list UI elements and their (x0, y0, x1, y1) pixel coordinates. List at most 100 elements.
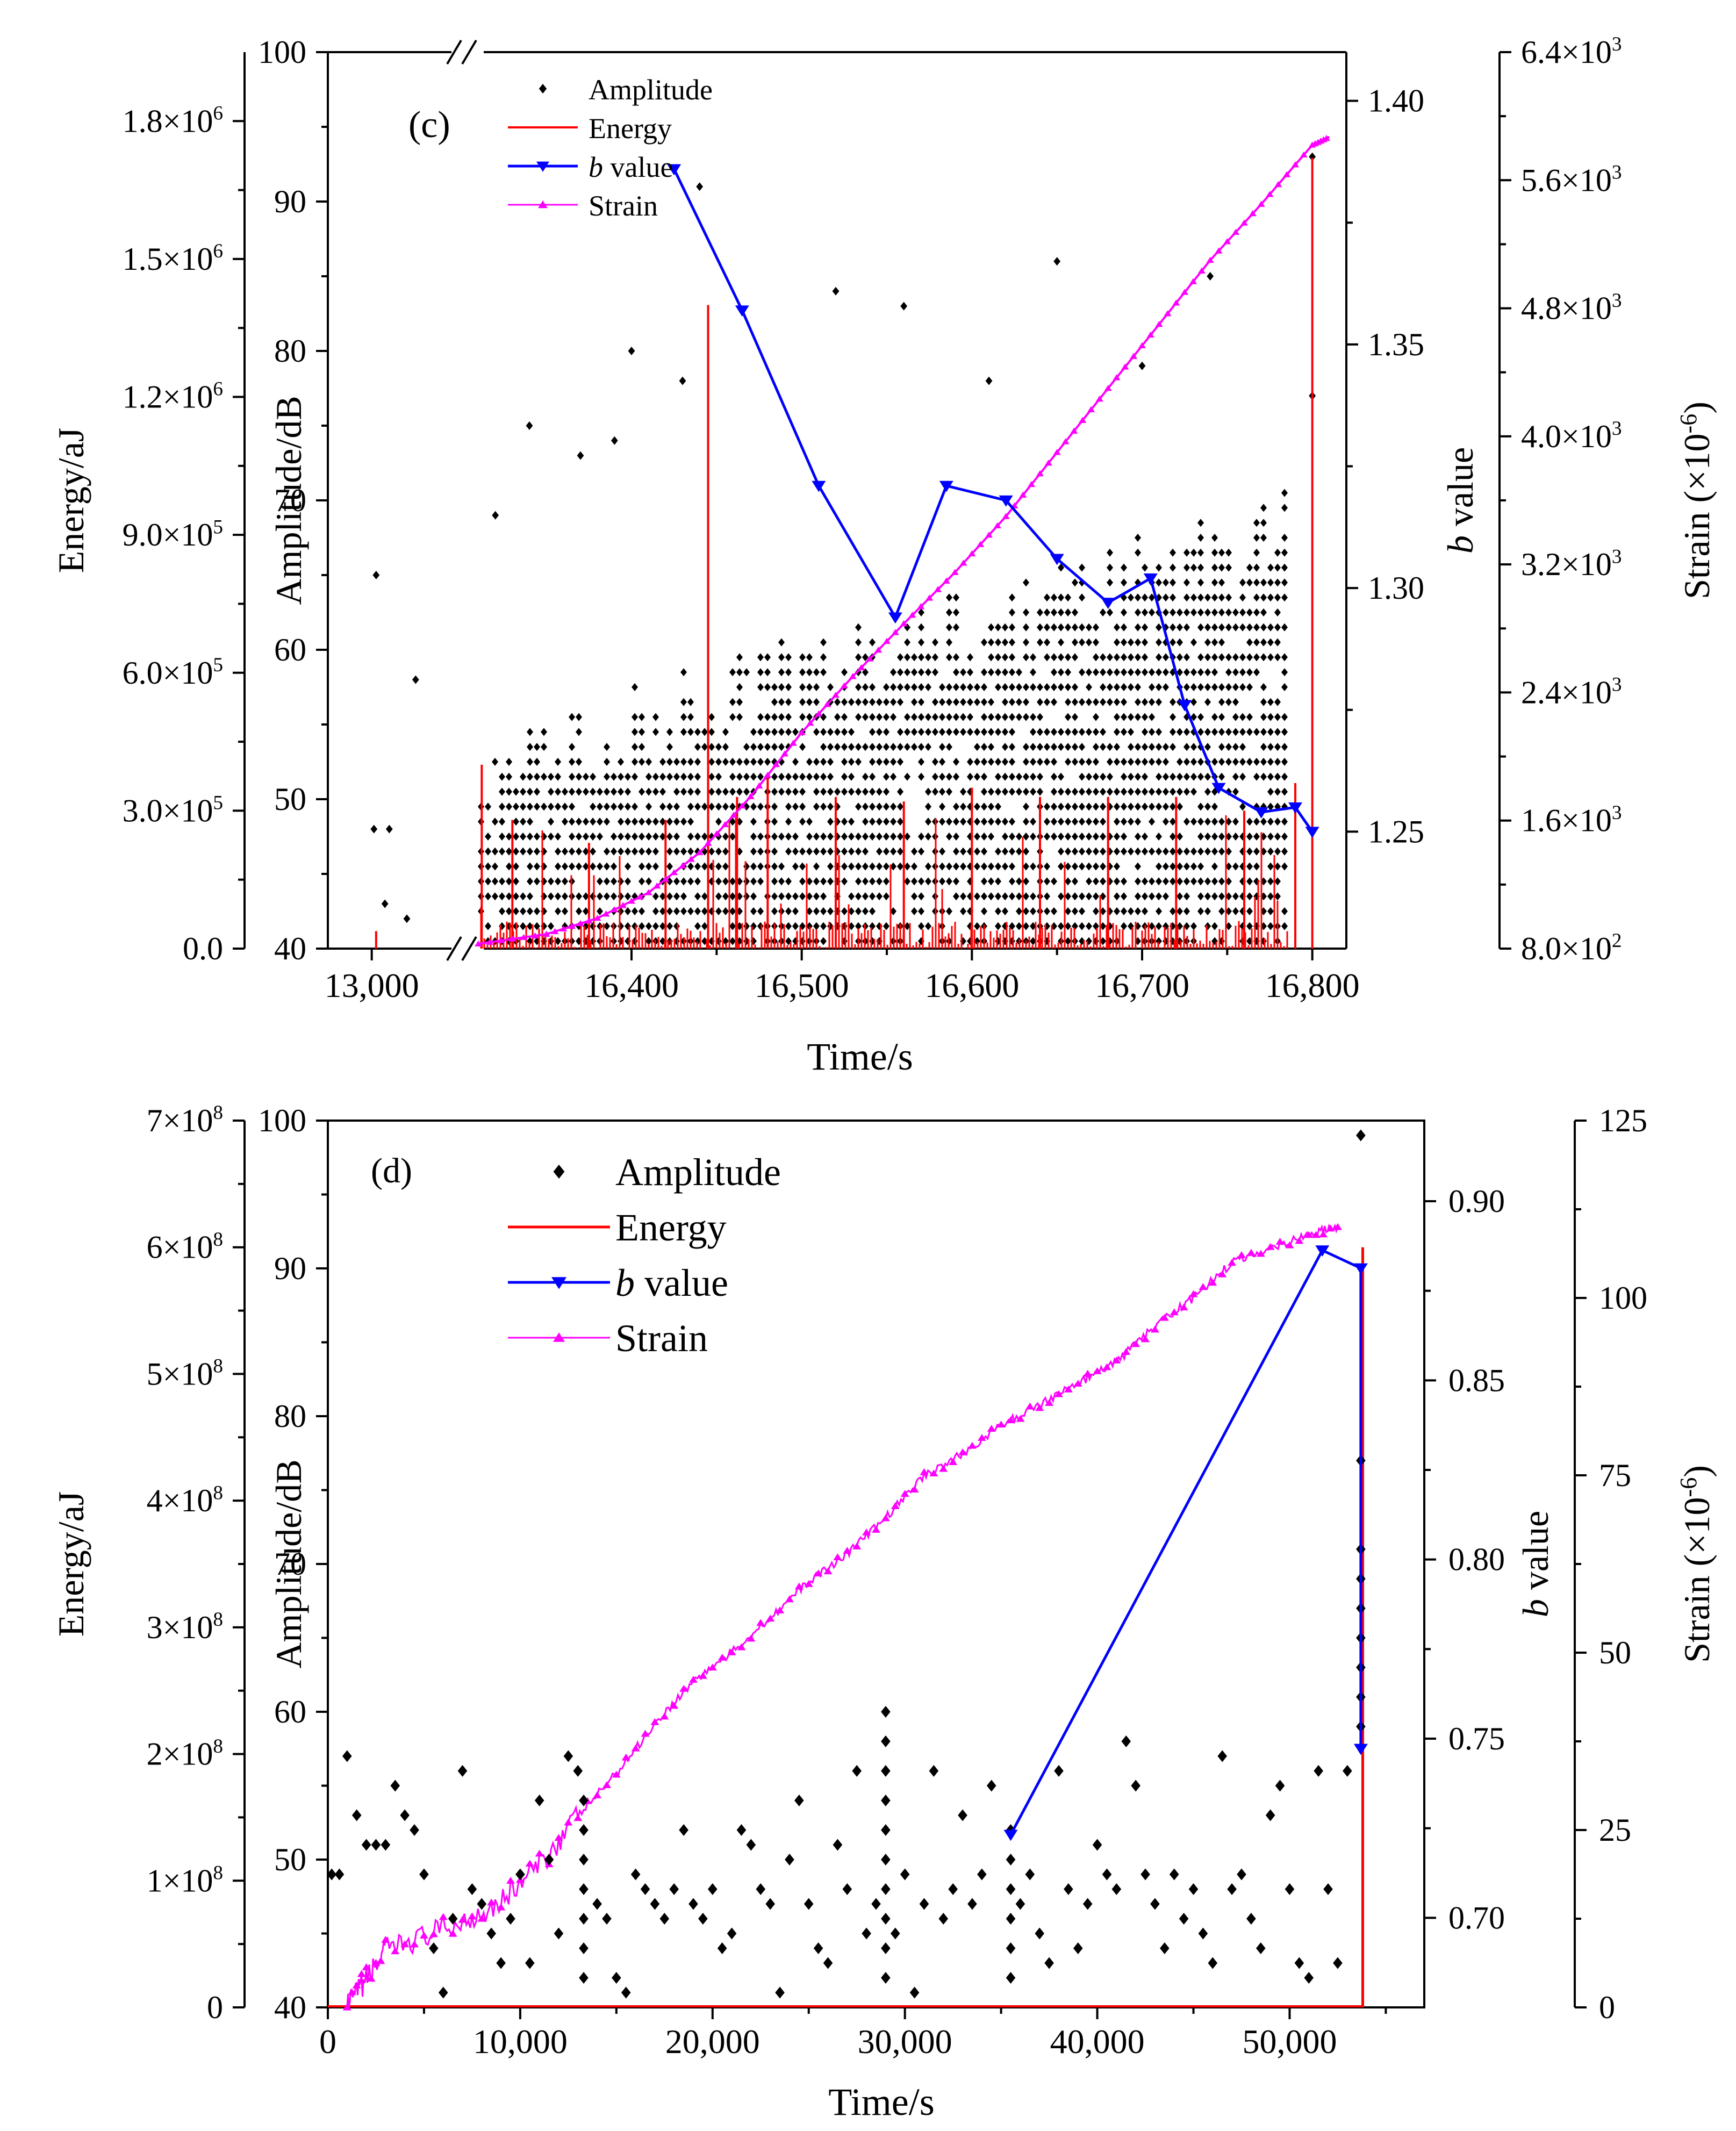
amplitude-point (862, 892, 869, 901)
amplitude-point (492, 892, 498, 901)
amplitude-point (1051, 833, 1057, 841)
amplitude-point (1051, 728, 1057, 736)
strain-marker (602, 910, 610, 917)
amplitude-point (1183, 743, 1190, 751)
amplitude-point (618, 847, 624, 856)
strain-marker (704, 840, 712, 846)
strain-marker (367, 1975, 376, 1982)
amplitude-point (499, 892, 505, 901)
amplitude-point (1211, 578, 1218, 587)
amplitude-point (1197, 534, 1204, 542)
amplitude-point (1274, 833, 1281, 841)
amplitude-point (632, 683, 638, 691)
amplitude-point (953, 817, 959, 826)
amplitude-point (412, 675, 419, 684)
amplitude-point (932, 653, 938, 662)
amplitude-point (1218, 877, 1225, 886)
amplitude-point (1239, 653, 1246, 662)
amplitude-point (1218, 847, 1225, 856)
bvalue-marker (1050, 554, 1064, 565)
amplitude-point (960, 787, 966, 796)
amplitude-point (527, 937, 533, 945)
amplitude-point (1197, 802, 1204, 811)
amplitude-point (1281, 683, 1288, 691)
amplitude-point (1246, 713, 1253, 721)
amplitude-point (1246, 668, 1253, 677)
amplitude-point (869, 892, 876, 901)
amplitude-point (799, 653, 806, 662)
amplitude-point (1114, 907, 1120, 915)
amplitude-point (1281, 668, 1288, 677)
amplitude-point (562, 862, 568, 871)
amplitude-point (1281, 922, 1288, 930)
amplitude-point (918, 683, 924, 691)
amplitude-point (869, 772, 876, 781)
amplitude-point (771, 772, 778, 781)
amplitude-point (1260, 623, 1267, 632)
amplitude-point (1111, 1883, 1122, 1895)
amplitude-point (680, 817, 687, 826)
strain-marker (497, 937, 505, 944)
amplitude-point (1072, 847, 1078, 856)
amplitude-point (1304, 1972, 1314, 1984)
amplitude-point (881, 1706, 891, 1718)
amplitude-point (890, 758, 896, 766)
amplitude-point (1267, 743, 1274, 751)
amplitude-point (729, 877, 736, 886)
amplitude-point (1002, 862, 1008, 871)
amplitude-point (632, 713, 638, 721)
amplitude-point (1142, 653, 1148, 662)
amplitude-point (527, 743, 533, 751)
amplitude-point (604, 817, 610, 826)
amplitude-point (590, 802, 596, 811)
amplitude-point (694, 833, 701, 841)
amplitude-point (1072, 833, 1078, 841)
amplitude-point (1274, 653, 1281, 662)
amplitude-point (576, 847, 582, 856)
amplitude-point (1211, 817, 1218, 826)
amplitude-point (722, 877, 729, 886)
amplitude-point (1138, 361, 1146, 370)
amplitude-point (1225, 623, 1232, 632)
energy-tick-label: 7×108 (147, 1102, 223, 1138)
strain-marker (908, 612, 916, 618)
amplitude-point (1170, 817, 1176, 826)
amplitude-point (680, 728, 687, 736)
amplitude-point (485, 877, 491, 886)
amplitude-point (579, 1795, 589, 1806)
amplitude-point (1246, 578, 1253, 587)
amplitude-point (785, 907, 792, 915)
amplitude-point (1170, 862, 1176, 871)
amplitude-point (1128, 817, 1134, 826)
amplitude-point (785, 802, 792, 811)
amplitude-point (1030, 922, 1036, 930)
amplitude-point (820, 743, 827, 751)
bvalue-marker (939, 480, 953, 492)
strain-marker (531, 932, 539, 939)
amplitude-point (611, 847, 617, 856)
amplitude-point (1030, 892, 1036, 901)
amplitude-point (342, 1750, 352, 1762)
amplitude-point (946, 593, 952, 602)
amplitude-point (1023, 683, 1029, 691)
amplitude-point (1100, 683, 1106, 691)
bvalue-marker (888, 612, 902, 624)
amplitude-point (1356, 1129, 1366, 1142)
amplitude-point (1253, 758, 1260, 766)
amplitude-point (562, 877, 568, 886)
amplitude-point (632, 847, 638, 856)
amplitude-point (1002, 787, 1008, 796)
amplitude-point (1204, 608, 1211, 616)
strain-series-d (342, 1223, 1342, 2011)
amplitude-point (639, 877, 645, 886)
amplitude-point (1051, 772, 1057, 781)
amplitude-point (925, 653, 931, 662)
amplitude-point (1197, 623, 1204, 632)
amplitude-point (621, 1986, 631, 1999)
amplitude-point (579, 1854, 589, 1865)
amplitude-point (576, 862, 582, 871)
amplitude-point (832, 286, 840, 296)
amplitude-point (1086, 683, 1092, 691)
amplitude-point (639, 862, 645, 871)
strain-marker (612, 1770, 621, 1778)
